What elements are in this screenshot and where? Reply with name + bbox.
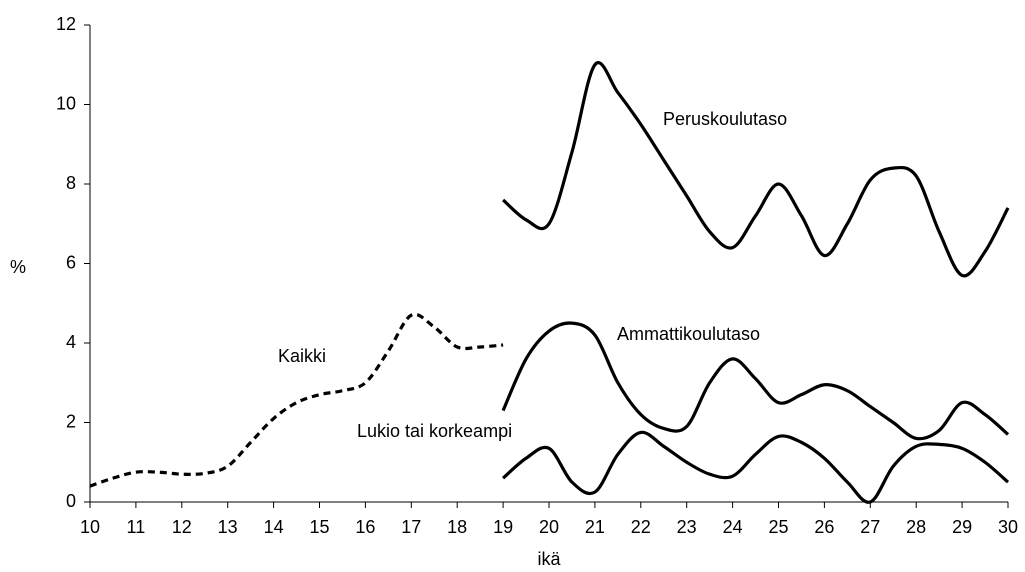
x-tick-label: 17 (401, 517, 421, 537)
y-tick-label: 10 (56, 93, 76, 113)
series-label: Peruskoulutaso (663, 109, 787, 129)
y-tick-label: 12 (56, 14, 76, 34)
x-tick-label: 30 (998, 517, 1018, 537)
x-tick-label: 25 (768, 517, 788, 537)
x-tick-label: 21 (585, 517, 605, 537)
x-tick-label: 11 (127, 517, 146, 537)
x-tick-label: 15 (309, 517, 329, 537)
series-label: Kaikki (278, 346, 326, 366)
y-tick-label: 6 (66, 252, 76, 272)
x-tick-label: 10 (80, 517, 100, 537)
y-tick-label: 2 (66, 411, 76, 431)
y-tick-label: 0 (66, 491, 76, 511)
series-line (502, 61, 1010, 278)
x-tick-label: 26 (814, 517, 834, 537)
series-line (89, 312, 504, 488)
series-label: Ammattikoulutaso (617, 324, 760, 344)
y-axis-label: % (10, 257, 26, 277)
x-tick-label: 16 (355, 517, 375, 537)
x-tick-label: 27 (860, 517, 880, 537)
series-line (501, 321, 1010, 441)
x-tick-label: 20 (539, 517, 559, 537)
x-tick-label: 23 (677, 517, 697, 537)
x-tick-label: 14 (264, 517, 284, 537)
x-tick-label: 29 (952, 517, 972, 537)
x-tick-label: 28 (906, 517, 926, 537)
y-tick-label: 4 (66, 332, 76, 352)
series-label: Lukio tai korkeampi (357, 421, 512, 441)
x-tick-label: 13 (218, 517, 238, 537)
x-axis-label: ikä (537, 549, 561, 569)
x-tick-label: 24 (723, 517, 743, 537)
x-tick-label: 19 (493, 517, 513, 537)
x-tick-label: 12 (172, 517, 192, 537)
x-tick-label: 22 (631, 517, 651, 537)
y-tick-label: 8 (66, 173, 76, 193)
series-line (502, 430, 1010, 504)
x-tick-label: 18 (447, 517, 467, 537)
